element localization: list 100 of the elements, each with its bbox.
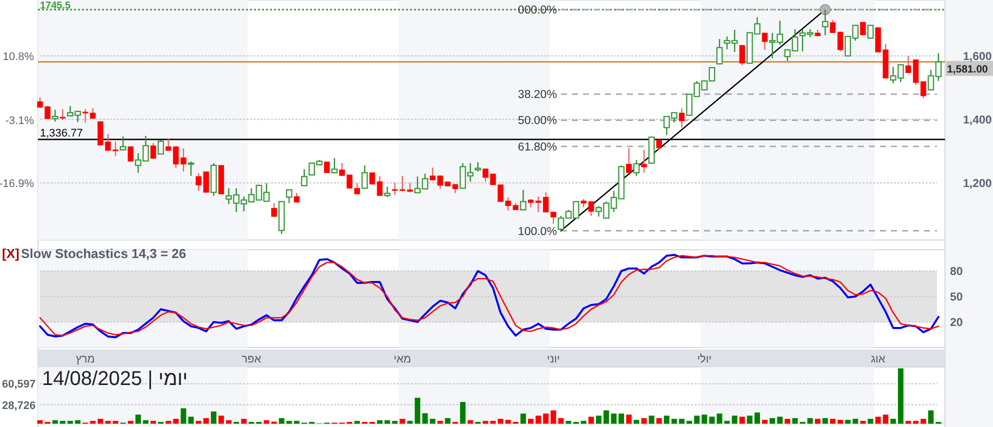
candlestick	[331, 157, 338, 174]
bar	[928, 410, 934, 424]
candlestick	[474, 162, 482, 172]
bar	[414, 398, 420, 424]
bar	[422, 413, 428, 424]
y-tick-label: 1,600	[963, 50, 992, 63]
bar	[188, 416, 194, 424]
bar	[241, 418, 247, 424]
bar	[694, 416, 700, 424]
bar	[648, 416, 654, 424]
y2-tick-label: 10.8%	[2, 50, 34, 63]
candlestick	[271, 202, 277, 218]
bar	[746, 416, 752, 424]
bar	[520, 414, 526, 424]
bar	[784, 418, 790, 424]
bar	[505, 420, 511, 424]
ref-line-label: 1,336.77	[40, 127, 83, 140]
bar	[792, 418, 798, 424]
bar	[173, 418, 179, 424]
y-tick-label: 80	[950, 266, 963, 278]
bar	[626, 414, 632, 424]
bar	[807, 418, 813, 424]
candlestick	[158, 139, 164, 155]
bar	[716, 414, 722, 424]
bar	[641, 418, 647, 424]
bar	[596, 416, 602, 424]
x-tick-label: אוג	[870, 354, 886, 366]
bar	[384, 420, 390, 424]
ref-line-label: 1745.5	[40, 0, 72, 12]
candlestick	[641, 149, 647, 174]
bar	[754, 412, 760, 424]
bar	[142, 420, 148, 424]
candlestick	[837, 31, 844, 52]
x-tick-label: מרץ	[76, 354, 95, 366]
bar	[444, 418, 450, 424]
x-tick-label: יולי	[697, 354, 712, 366]
y3-tick-label: 50.00%	[518, 115, 557, 128]
candlestick	[369, 172, 376, 186]
bar	[210, 411, 216, 424]
candlestick	[633, 159, 640, 176]
candlestick	[150, 142, 156, 160]
bar	[732, 416, 738, 424]
bar	[875, 416, 881, 424]
candlestick	[188, 160, 194, 176]
bar	[671, 418, 677, 424]
y-tick-label: 1,400	[963, 114, 992, 126]
bar	[264, 420, 270, 424]
bar	[634, 420, 640, 424]
ref-line-label: 1,581.00	[947, 63, 988, 76]
bar	[882, 414, 888, 424]
bar	[702, 414, 708, 424]
y-tick-label: 1,200	[963, 178, 992, 190]
bar	[890, 418, 896, 424]
bar	[838, 420, 844, 424]
bar	[920, 418, 926, 424]
candlestick	[120, 136, 126, 151]
bar	[536, 416, 542, 424]
bar	[618, 414, 624, 424]
bar	[868, 418, 874, 424]
y2-tick-label: -3.1%	[5, 114, 34, 127]
y3-tick-label: 61.80%	[518, 141, 557, 154]
bar	[588, 416, 594, 424]
bar	[52, 420, 58, 424]
bar	[611, 414, 617, 424]
y3-tick-label: 000.0%	[518, 4, 557, 17]
y-tick-label: 28,726	[2, 400, 36, 412]
y-tick-label: 60,597	[2, 378, 36, 391]
bar	[218, 416, 224, 424]
bar	[664, 416, 670, 424]
bar	[135, 414, 141, 424]
candlestick	[912, 58, 919, 86]
bar	[852, 418, 858, 424]
bar	[75, 420, 80, 424]
bar	[558, 418, 564, 424]
annotation: יומי | 14/08/2025	[42, 368, 188, 390]
bar	[679, 418, 684, 424]
bar	[498, 418, 504, 424]
candlestick	[920, 80, 926, 99]
x-tick-label: אפר	[242, 354, 262, 366]
candlestick	[822, 9, 828, 36]
bar	[762, 420, 768, 424]
bar	[468, 420, 474, 424]
y-tick-label: 20	[950, 317, 963, 329]
candlestick	[82, 108, 88, 124]
y3-tick-label: 38.20%	[518, 89, 557, 102]
candlestick	[361, 164, 368, 190]
bar	[845, 420, 851, 424]
candlestick	[656, 139, 662, 150]
candlestick	[626, 147, 632, 174]
candlestick	[905, 55, 912, 74]
bar	[830, 418, 836, 424]
candlestick	[830, 19, 836, 34]
bar	[37, 420, 43, 424]
candlestick	[678, 108, 685, 128]
candlestick	[301, 168, 308, 187]
bar	[550, 410, 556, 424]
bar	[770, 418, 776, 424]
bar	[739, 416, 745, 424]
text: [X]	[2, 246, 20, 261]
bar	[400, 418, 406, 424]
